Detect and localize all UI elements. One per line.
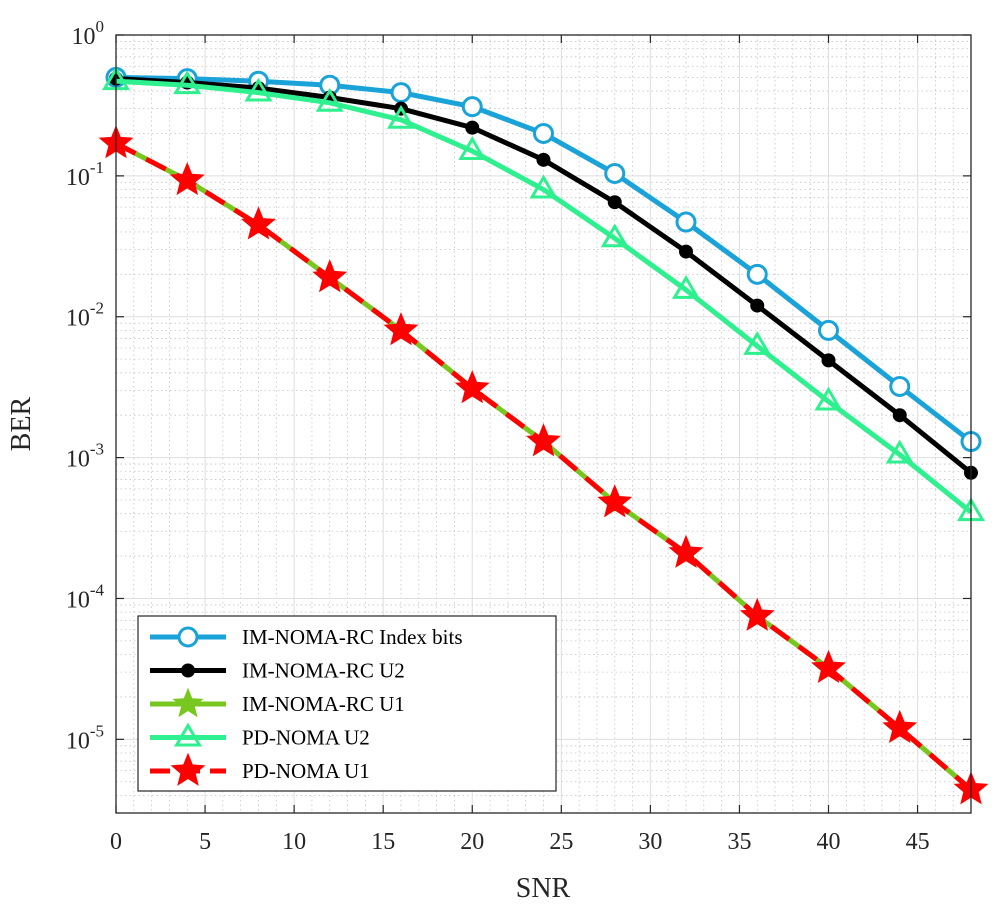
data-point: [241, 206, 276, 240]
data-point: [600, 223, 629, 248]
legend-marker: [170, 752, 206, 786]
legend-item: IM-NOMA-RC Index bits: [150, 625, 463, 649]
series-layer: [98, 66, 989, 805]
legend-label: PD-NOMA U2: [242, 726, 370, 750]
y-tick-exponent: -3: [90, 440, 104, 459]
x-tick-label: 15: [371, 829, 395, 855]
legend-marker: [181, 663, 195, 678]
data-point: [536, 152, 551, 167]
data-point: [597, 484, 633, 518]
data-point: [390, 82, 412, 104]
y-tick-base: 10: [66, 165, 90, 191]
data-point: [889, 375, 911, 397]
y-tick-base: 10: [66, 306, 90, 332]
data-point: [882, 709, 918, 744]
legend-marker: [172, 687, 204, 718]
data-point: [533, 122, 554, 144]
series-2: [109, 71, 978, 480]
data-point: [461, 96, 483, 118]
data-point: [679, 244, 693, 259]
y-axis-label: BER: [6, 396, 37, 451]
x-tick-label: 0: [110, 829, 122, 855]
x-tick-label: 40: [817, 829, 841, 855]
data-point: [818, 319, 839, 341]
data-point: [169, 161, 205, 196]
data-point: [454, 370, 490, 404]
x-tick-label: 35: [727, 829, 751, 855]
data-point: [743, 331, 772, 355]
y-tick-label: 10-1: [66, 158, 104, 191]
y-tick-exponent: -2: [90, 299, 104, 318]
data-point: [315, 87, 344, 112]
y-tick-label: 10-5: [66, 721, 104, 754]
y-tick-exponent: 0: [96, 17, 105, 36]
data-point: [383, 312, 419, 346]
legend-item: PD-NOMA U2: [150, 722, 370, 750]
legend-label: IM-NOMA-RC U2: [242, 659, 405, 683]
data-point: [750, 298, 765, 313]
plot-frame: [115, 34, 972, 814]
data-point: [526, 423, 561, 457]
data-point: [604, 162, 626, 184]
data-point: [821, 353, 836, 368]
y-tick-label: 10-2: [66, 299, 104, 332]
data-point: [811, 649, 846, 684]
x-tick-label: 30: [638, 829, 662, 855]
data-point: [312, 259, 348, 293]
y-tick-base: 10: [66, 447, 90, 473]
y-tick-exponent: -4: [90, 580, 105, 599]
data-point: [675, 211, 697, 233]
x-tick-label: 10: [282, 829, 306, 855]
data-point: [739, 597, 775, 631]
data-point: [814, 386, 843, 411]
y-tick-base: 10: [72, 24, 96, 50]
y-tick-base: 10: [66, 728, 90, 754]
legend-label: IM-NOMA-RC Index bits: [242, 625, 463, 649]
data-point: [607, 195, 622, 210]
data-point: [892, 408, 907, 423]
y-tick-base: 10: [66, 587, 90, 613]
y-tick-label: 100: [72, 17, 105, 50]
series-line: [115, 78, 973, 515]
legend-item: PD-NOMA U1: [150, 752, 370, 786]
legend-item: IM-NOMA-RC U1: [150, 687, 405, 718]
x-tick-label: 20: [460, 829, 484, 855]
legend-marker: [173, 722, 203, 747]
data-point: [671, 274, 701, 299]
x-tick-label: 5: [199, 829, 211, 855]
x-tick-label: 45: [906, 829, 930, 855]
data-point: [244, 77, 273, 102]
data-point: [746, 263, 768, 285]
data-point: [458, 136, 487, 161]
legend-label: PD-NOMA U1: [242, 759, 370, 783]
data-point: [173, 70, 202, 95]
legend-marker: [177, 626, 199, 648]
major-grid: [116, 35, 971, 813]
data-point: [885, 439, 914, 464]
data-point: [386, 104, 416, 129]
y-tick-exponent: -1: [90, 158, 104, 177]
y-tick-exponent: -5: [90, 721, 104, 740]
legend-item: IM-NOMA-RC U2: [150, 659, 405, 683]
y-tick-label: 10-4: [66, 580, 105, 613]
data-point: [465, 120, 480, 135]
legend-items: IM-NOMA-RC Index bits IM-NOMA-RC U2 IM-NOM…: [150, 625, 463, 786]
data-point: [529, 174, 558, 199]
y-tick-label: 10-3: [66, 440, 104, 473]
x-tick-label: 25: [549, 829, 573, 855]
data-point: [668, 534, 704, 568]
series-5: [98, 125, 989, 805]
legend-label: IM-NOMA-RC U1: [242, 692, 405, 716]
legend: IM-NOMA-RC Index bits IM-NOMA-RC U2 IM-NOM…: [137, 615, 557, 792]
x-axis-label: SNR: [516, 873, 571, 904]
x-axis-ticks: 0 5 10 15 20 25 30 35 40 45: [110, 35, 930, 855]
